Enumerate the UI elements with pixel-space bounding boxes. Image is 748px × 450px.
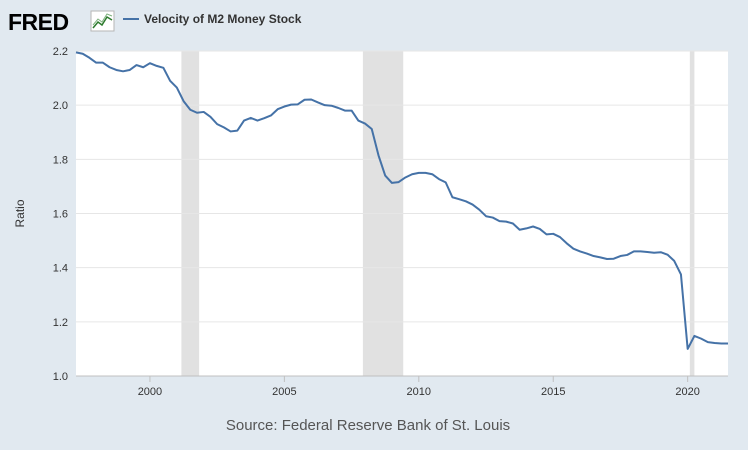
legend-label: Velocity of M2 Money Stock	[144, 12, 302, 26]
x-axis: 2000 2005 2010 2015 2020	[76, 375, 728, 398]
fred-logo-text: FRED	[8, 9, 69, 35]
series-lines	[75, 51, 728, 350]
y-tick-label: 1.8	[53, 154, 68, 166]
y-tick-label: 1.2	[53, 317, 68, 329]
y-axis: 1.0 1.2 1.4 1.6 1.8 2.0 2.2	[53, 46, 68, 383]
fred-logo-chart-icon	[90, 10, 115, 32]
chart-legend: Velocity of M2 Money Stock	[123, 12, 302, 26]
x-tick-label: 2015	[541, 386, 565, 398]
y-tick-label: 1.0	[53, 371, 68, 383]
y-tick-label: 1.6	[53, 209, 68, 221]
source-note: Source: Federal Reserve Bank of St. Loui…	[226, 417, 510, 434]
series-line	[75, 51, 728, 350]
y-tick-label: 1.4	[53, 263, 68, 275]
y-tick-label: 2.0	[53, 100, 68, 112]
x-tick-label: 2000	[138, 386, 162, 398]
y-tick-label: 2.2	[53, 46, 68, 58]
x-tick-label: 2005	[272, 386, 296, 398]
gridlines	[76, 50, 728, 323]
fred-logo[interactable]: FRED	[8, 9, 115, 35]
x-tick-label: 2020	[675, 386, 699, 398]
y-axis-label: Ratio	[13, 199, 27, 227]
x-tick-label: 2010	[407, 386, 431, 398]
